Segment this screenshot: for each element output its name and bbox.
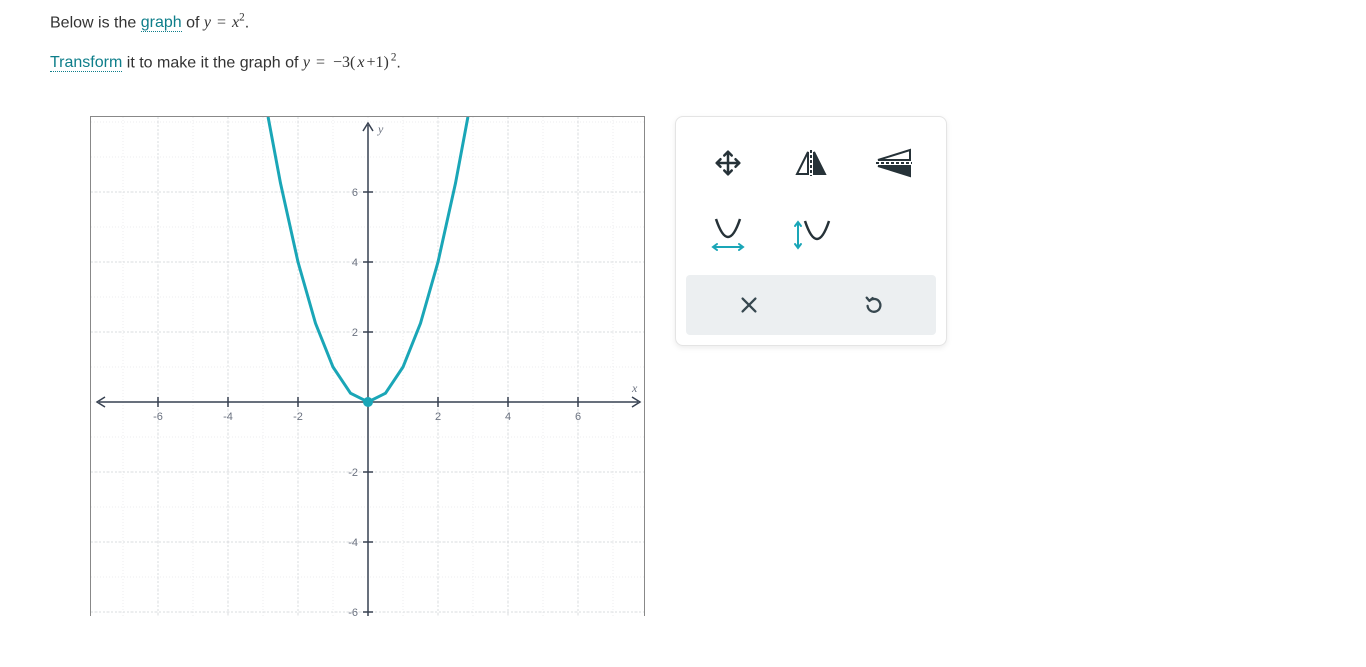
svg-text:4: 4: [352, 257, 358, 269]
toolbar-footer: [686, 275, 936, 335]
svg-text:x: x: [631, 381, 638, 395]
stretch-horizontal-icon: [708, 217, 748, 253]
text: of: [182, 14, 204, 31]
svg-text:-6: -6: [348, 607, 358, 616]
text: it to make it the graph of: [122, 54, 303, 71]
svg-text:6: 6: [352, 187, 358, 199]
transform-toolbar: [675, 116, 947, 346]
undo-button[interactable]: [811, 275, 936, 335]
reflect-horizontal-icon: [794, 148, 828, 178]
text: Below is the: [50, 14, 141, 31]
svg-text:4: 4: [505, 411, 511, 423]
close-icon: [738, 294, 760, 316]
equation-2: y = −3(x+1)2: [303, 54, 397, 71]
stretch-horizontal-button[interactable]: [706, 213, 750, 257]
svg-text:-4: -4: [223, 411, 233, 423]
svg-text:2: 2: [352, 327, 358, 339]
move-icon: [713, 148, 743, 178]
reflect-horizontal-button[interactable]: [789, 141, 833, 185]
stretch-vertical-button[interactable]: [789, 213, 833, 257]
graph-link[interactable]: graph: [141, 14, 182, 32]
reflect-vertical-button[interactable]: [872, 141, 916, 185]
move-tool-button[interactable]: [706, 141, 750, 185]
svg-text:6: 6: [575, 411, 581, 423]
equation-1: y = x2: [204, 14, 245, 31]
clear-button[interactable]: [686, 275, 811, 335]
prompt-line-1: Below is the graph of y = x2.: [50, 10, 1316, 36]
svg-text:2: 2: [435, 411, 441, 423]
undo-icon: [863, 294, 885, 316]
svg-text:-2: -2: [293, 411, 303, 423]
stretch-vertical-icon: [791, 217, 831, 253]
svg-text:y: y: [377, 122, 384, 136]
svg-text:-6: -6: [153, 411, 163, 423]
graph-canvas[interactable]: -6 -4 -2 2 4 6 -6 -4 -2 2 4 6 x y: [90, 116, 645, 616]
reflect-vertical-icon: [874, 148, 914, 178]
transform-link[interactable]: Transform: [50, 54, 122, 72]
prompt-line-2: Transform it to make it the graph of y =…: [50, 50, 1316, 76]
svg-text:-4: -4: [348, 537, 358, 549]
svg-text:-2: -2: [348, 467, 358, 479]
